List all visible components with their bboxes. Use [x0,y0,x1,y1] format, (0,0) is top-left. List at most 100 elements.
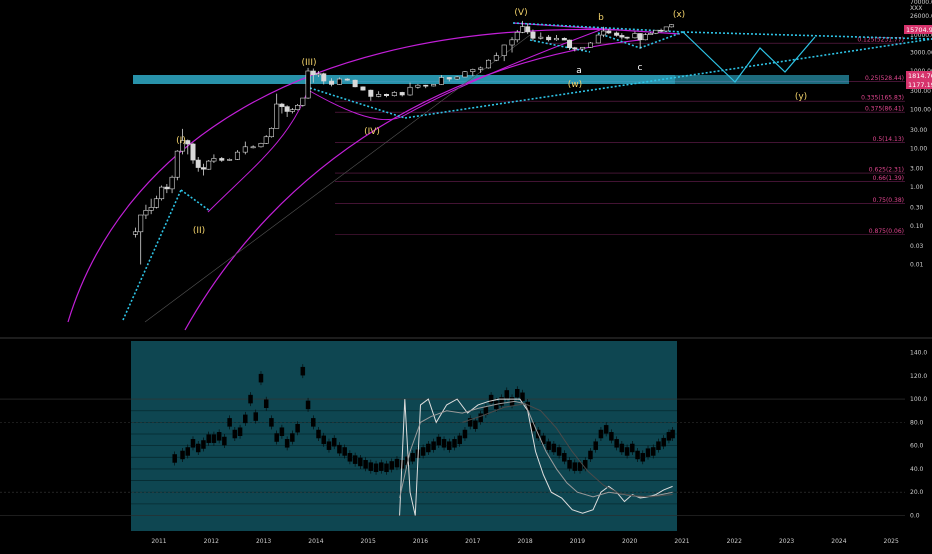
x-tick-label: 2021 [674,538,689,545]
candle [580,46,586,51]
candle-body [289,109,295,112]
candle [431,84,437,87]
candle [263,135,269,144]
candle-body [250,146,256,149]
dotted-trendline [180,189,211,212]
candle [360,86,366,91]
support-zone-projection [675,75,849,84]
candle-body [376,93,382,97]
candle [169,175,175,194]
candle-body [632,33,638,39]
candle-body [227,159,233,161]
price-pane: 70000.00XXX26000.0010000.003000.001000.0… [67,0,932,331]
candle [336,77,342,85]
candle-body [195,159,201,168]
candle-body [501,44,507,56]
candle [368,89,374,101]
candle-body [360,86,366,91]
candle [561,37,567,41]
candle-body [190,143,196,161]
candle-body [169,176,175,190]
candle-body [310,70,316,76]
oscillator-axis-tick: 20.0 [910,489,924,496]
oscillator-background [131,341,677,531]
candle [538,32,544,40]
candle-body [648,32,654,35]
candle [519,20,525,34]
oscillator-axis-tick: 120.0 [910,373,927,380]
price-axis-tick: 100.00 [910,107,931,114]
price-axis-tick: 0.10 [910,223,924,230]
inner-arc [207,29,601,213]
candle-body [159,186,165,200]
oscillator-line [399,398,673,516]
candle-body [391,92,397,97]
candle [234,150,240,161]
candle [219,156,225,162]
upper-price-tag: 1814.76 [906,71,932,80]
candle-body [653,29,659,34]
candle-body [470,69,476,72]
candle-body [580,46,586,50]
candle [485,59,491,69]
x-tick-label: 2011 [151,538,166,545]
price-axis-tick: XXX [910,5,922,12]
candle-body [336,78,342,85]
x-tick-label: 2013 [256,538,271,545]
x-tick-label: 2020 [622,538,637,545]
candle-body [606,30,612,34]
candle [200,163,206,176]
candle [300,97,306,107]
candle [185,139,191,155]
lower-price-text: 1177.19 [908,81,932,89]
candle [525,23,531,35]
oscillator-axis-tick: 80.0 [910,419,924,426]
candle [310,68,316,83]
current-price-text: 15704.97 [906,26,932,34]
candle-body [595,34,601,44]
price-axis-tick: 0.01 [910,262,924,269]
upper-arc [67,28,621,323]
lower-price-tag: 1177.19 [906,80,932,89]
fib-level-label: 0.625(2.31) [869,167,904,174]
candle-body [300,97,306,106]
candle-body [180,140,186,152]
candle [227,158,233,161]
wave-label: (II) [193,226,205,236]
current-price-tag: 15704.97 [904,25,932,34]
candle [642,33,648,41]
candle-body [514,31,520,41]
candle-body [601,30,607,36]
candle-body [587,42,593,48]
candle [423,84,429,89]
candle [462,71,468,78]
candle [352,79,358,88]
price-axis-tick: 0.03 [910,243,924,250]
candle-body [637,33,643,41]
candle [195,156,201,172]
candle-body [143,210,149,216]
candle-body [407,86,413,96]
candle-body [164,186,170,190]
candle [572,46,578,52]
candle [493,52,499,62]
x-tick-label: 2014 [308,538,323,545]
candle-body [316,73,322,76]
candle-body [446,77,452,80]
candle-body [185,140,191,145]
candle [624,36,630,40]
candle [148,198,154,215]
candle [153,195,159,209]
candle-body [206,160,212,170]
dotted-trendline [404,38,932,119]
candle-body [242,146,248,153]
candle-body [268,128,274,138]
support-zone [133,75,675,84]
wave-label: (III) [302,58,317,68]
oscillator-axis-tick: 140.0 [910,350,927,357]
price-axis-tick: 1.00 [910,184,924,191]
candle [180,128,186,155]
x-tick-label: 2023 [779,538,794,545]
candle [250,145,256,149]
fib-level-label: 0.25(528.44) [865,75,904,82]
